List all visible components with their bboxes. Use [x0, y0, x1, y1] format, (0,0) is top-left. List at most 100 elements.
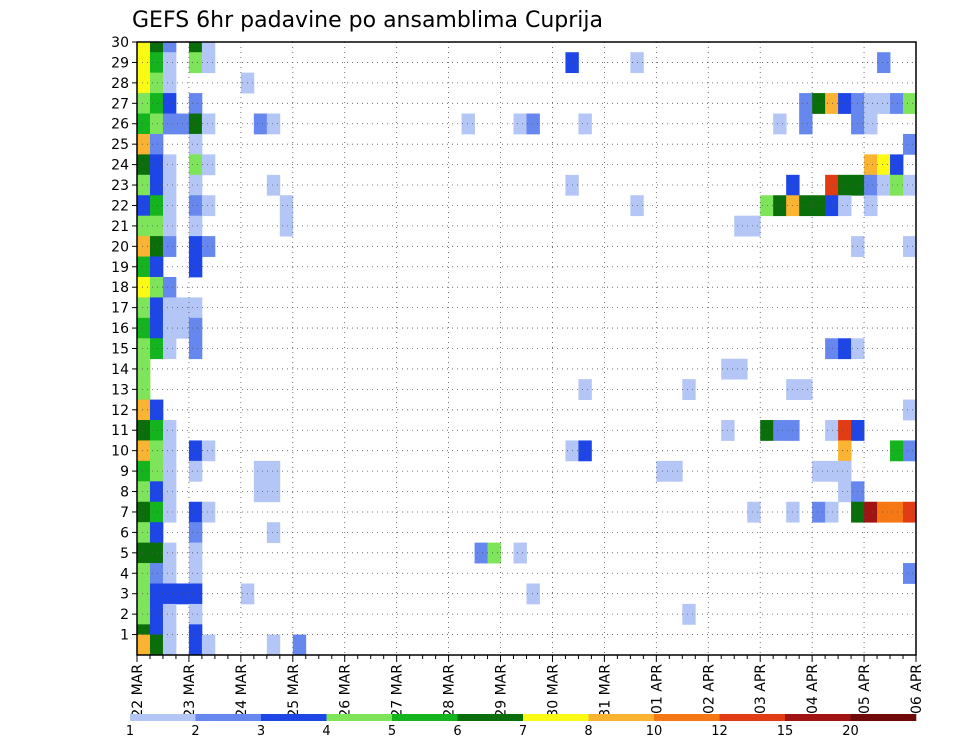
x-tick-label: 06 APR [909, 664, 925, 714]
heatmap-cell [188, 215, 203, 237]
y-tick-label: 11 [111, 423, 129, 439]
y-tick-label: 2 [120, 607, 129, 623]
x-tick-label: 28 MAR [442, 664, 458, 718]
heatmap-cell [162, 72, 177, 94]
heatmap-cell [474, 542, 488, 564]
heatmap-cell [188, 236, 203, 257]
heatmap-cell [266, 460, 281, 482]
heatmap-cell [149, 634, 164, 656]
heatmap-cell [137, 195, 151, 217]
heatmap-cell [513, 542, 527, 564]
colorbar-label: 1 [126, 724, 134, 739]
x-tick-label: 02 APR [701, 664, 717, 714]
heatmap-cell [137, 297, 151, 319]
heatmap-cell [890, 154, 904, 176]
heatmap-cell [890, 440, 904, 462]
heatmap-cell [149, 113, 164, 135]
y-tick-label: 8 [120, 485, 129, 501]
heatmap-cell [266, 634, 281, 656]
heatmap-cell [201, 195, 216, 217]
heatmap-cell [812, 93, 826, 114]
heatmap-cell [137, 317, 151, 339]
heatmap-cells [137, 42, 917, 656]
heatmap-cell [162, 338, 177, 360]
heatmap-cell [137, 420, 151, 441]
y-tick-label: 13 [111, 382, 129, 398]
heatmap-cell [812, 195, 826, 217]
heatmap-cell [162, 563, 177, 584]
heatmap-cell [137, 440, 151, 462]
x-tick-label: 05 APR [857, 664, 873, 714]
heatmap-cell [812, 501, 826, 523]
y-tick-label: 9 [120, 464, 129, 480]
heatmap-cell [201, 52, 216, 74]
heatmap-cell [162, 215, 177, 237]
heatmap-cell [188, 195, 203, 217]
heatmap-cell [773, 195, 787, 217]
heatmap-cell [903, 174, 917, 196]
heatmap-cell [137, 42, 151, 53]
heatmap-cell [825, 338, 839, 360]
heatmap-cell [513, 113, 527, 135]
heatmap-cell [149, 195, 164, 217]
heatmap-cell [137, 338, 151, 360]
heatmap-cell [188, 42, 203, 53]
heatmap-cell [747, 215, 761, 237]
heatmap-cell [864, 113, 878, 135]
heatmap-cell [760, 195, 774, 217]
colorbar-swatch [588, 714, 655, 721]
heatmap-cell [137, 215, 151, 237]
heatmap-cell [149, 276, 164, 298]
heatmap-cell [137, 113, 151, 135]
heatmap-cell [656, 460, 670, 482]
colorbar-swatch [719, 714, 786, 721]
heatmap-cell [201, 634, 216, 656]
heatmap-cell [838, 420, 852, 441]
heatmap-cell [188, 440, 203, 462]
heatmap-cell [526, 583, 540, 605]
heatmap-cell [890, 501, 904, 523]
heatmap-cell [747, 501, 761, 523]
heatmap-cell [279, 215, 294, 237]
heatmap-cell [838, 93, 852, 114]
heatmap-cell [812, 460, 826, 482]
heatmap-cell [201, 440, 216, 462]
heatmap-cell [137, 542, 151, 564]
heatmap-cell [188, 522, 203, 544]
heatmap-cell [162, 583, 177, 605]
heatmap-cell [149, 52, 164, 74]
heatmap-cell [162, 297, 177, 319]
colorbar-swatch [654, 714, 720, 721]
y-tick-label: 4 [120, 566, 129, 582]
heatmap-cell [188, 603, 203, 625]
heatmap-cell [188, 93, 203, 114]
heatmap-cell [799, 93, 813, 114]
heatmap-cell [149, 42, 164, 53]
heatmap-cell [188, 460, 203, 482]
grid-lines [137, 42, 916, 655]
heatmap-cell [162, 460, 177, 482]
heatmap-cell [825, 195, 839, 217]
heatmap-cell [253, 460, 268, 482]
heatmap-cell [149, 460, 164, 482]
colorbar-swatch [785, 714, 851, 721]
heatmap-cell [864, 154, 878, 176]
y-tick-label: 1 [120, 628, 129, 644]
heatmap-cell [201, 501, 216, 523]
x-tick-label: 03 APR [753, 664, 769, 714]
heatmap-cell [188, 634, 203, 656]
heatmap-cell [149, 603, 164, 625]
heatmap-cell [877, 52, 891, 74]
heatmap-cell [162, 317, 177, 339]
heatmap-cell [188, 174, 203, 196]
heatmap-cell [461, 113, 475, 135]
heatmap-cell [578, 113, 592, 135]
heatmap-cell [137, 256, 151, 278]
y-tick-label: 5 [120, 546, 129, 562]
heatmap-cell [137, 379, 151, 400]
heatmap-cell [137, 276, 151, 298]
heatmap-cell [799, 379, 813, 400]
heatmap-cell [838, 195, 852, 217]
y-tick-label: 20 [111, 239, 129, 255]
heatmap-cell [137, 174, 151, 196]
